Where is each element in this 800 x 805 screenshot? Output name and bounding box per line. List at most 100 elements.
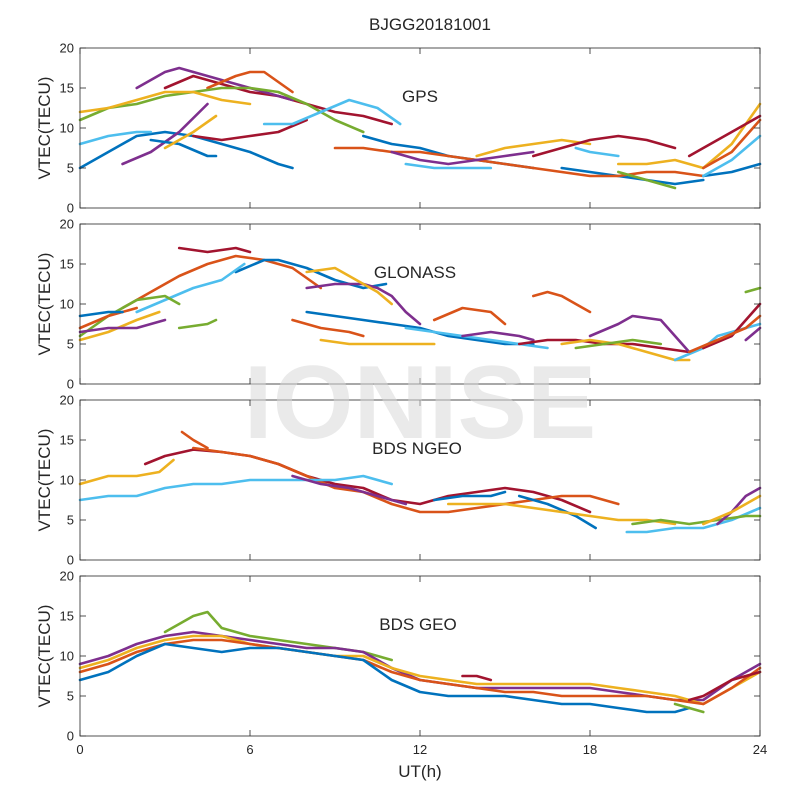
- panel-bds-ngeo: 0 5 10 15 20 BDS NGEO VTEC(TECU): [35, 393, 762, 568]
- series-line: [78, 130, 153, 146]
- series-line: [701, 118, 762, 170]
- series-line: [78, 310, 124, 318]
- y-tick-label: 15: [60, 81, 74, 96]
- y-tick-label: 15: [60, 257, 74, 272]
- series-line: [78, 318, 167, 334]
- series-line: [78, 642, 691, 714]
- panel-bds-geo: 0 5 10 15 20 0 6 12 18 24 BDS GEO VTEC(TECU): [35, 569, 767, 758]
- series-line: [687, 670, 762, 702]
- series-line: [574, 338, 663, 350]
- y-tick-label: 15: [60, 609, 74, 624]
- series-line: [305, 266, 394, 306]
- y-tick-label: 20: [60, 217, 74, 232]
- y-tick-label: 10: [60, 473, 74, 488]
- series-line: [121, 254, 323, 310]
- plot-area: [80, 576, 760, 736]
- y-tick-label: 15: [60, 433, 74, 448]
- series-line: [616, 170, 677, 190]
- y-tick-label: 10: [60, 121, 74, 136]
- series-line: [461, 674, 493, 682]
- x-tick-label: 6: [246, 742, 253, 757]
- series-line: [461, 330, 535, 342]
- panel-gps: 0 5 10 15 20 GPS VTEC(TECU): [35, 41, 762, 216]
- series-group: [78, 66, 762, 190]
- series-line: [531, 134, 677, 158]
- series-line: [78, 306, 138, 330]
- x-axis-label: UT(h): [398, 762, 441, 781]
- series-line: [262, 98, 402, 126]
- x-tick-label: 18: [583, 742, 597, 757]
- series-line: [631, 514, 762, 526]
- y-tick-label: 5: [67, 689, 74, 704]
- series-line: [149, 138, 218, 158]
- y-axis-label: VTEC(TECU): [35, 77, 54, 180]
- panels: 0 5 10 15 20 GPS VTEC(TECU) 0 5 10 15 20 GLONASS VTEC…: [35, 41, 767, 758]
- plot-area: [80, 400, 760, 560]
- series-line: [135, 66, 294, 102]
- series-line: [531, 166, 705, 178]
- y-axis-label: VTEC(TECU): [35, 253, 54, 356]
- series-line: [78, 458, 175, 486]
- series-line: [404, 162, 493, 170]
- y-tick-label: 0: [67, 729, 74, 744]
- series-line: [432, 306, 507, 326]
- series-line: [78, 294, 181, 338]
- y-axis-label: VTEC(TECU): [35, 429, 54, 532]
- series-line: [616, 102, 762, 170]
- series-line: [701, 134, 762, 178]
- y-tick-label: 0: [67, 377, 74, 392]
- series-line: [78, 90, 252, 114]
- series-line: [574, 146, 620, 158]
- series-line: [180, 430, 209, 450]
- panel-glonass: 0 5 10 15 20 GLONASS VTEC(TECU): [35, 217, 762, 392]
- series-line: [716, 486, 762, 526]
- series-line: [404, 326, 549, 350]
- series-line: [206, 70, 294, 94]
- series-line: [135, 262, 246, 314]
- series-line: [78, 634, 762, 706]
- chart-title: BJGG20181001: [369, 15, 491, 34]
- series-line: [673, 702, 705, 714]
- series-line: [390, 150, 535, 166]
- y-tick-label: 20: [60, 393, 74, 408]
- series-line: [163, 114, 218, 150]
- series-line: [432, 490, 507, 502]
- series-line: [305, 310, 535, 346]
- series-line: [588, 314, 691, 354]
- series-line: [446, 502, 677, 526]
- series-line: [192, 118, 309, 142]
- series-group: [78, 246, 762, 362]
- series-line: [78, 310, 161, 342]
- series-line: [560, 166, 705, 186]
- x-tick-label: 12: [413, 742, 427, 757]
- series-line: [744, 286, 762, 294]
- series-line: [517, 494, 598, 530]
- series-line: [78, 474, 394, 502]
- panel-label: BDS GEO: [379, 615, 456, 634]
- y-tick-label: 0: [67, 553, 74, 568]
- series-line: [701, 302, 762, 350]
- y-tick-label: 20: [60, 41, 74, 56]
- y-tick-label: 10: [60, 297, 74, 312]
- series-line: [744, 326, 762, 342]
- y-axis-label: VTEC(TECU): [35, 605, 54, 708]
- watermark-text: IONISE: [244, 345, 597, 461]
- series-line: [319, 338, 436, 346]
- series-line: [531, 290, 592, 314]
- panel-label: GPS: [402, 87, 438, 106]
- series-line: [701, 494, 762, 526]
- series-line: [475, 138, 592, 158]
- series-line: [234, 258, 388, 290]
- series-line: [78, 86, 365, 134]
- x-tick-label: 24: [753, 742, 767, 757]
- panel-label: GLONASS: [374, 263, 456, 282]
- series-line: [687, 114, 762, 158]
- y-tick-label: 0: [67, 201, 74, 216]
- y-tick-label: 10: [60, 649, 74, 664]
- x-tick-label: 0: [76, 742, 83, 757]
- series-group: [78, 610, 762, 714]
- y-tick-label: 5: [67, 513, 74, 528]
- y-tick-label: 20: [60, 569, 74, 584]
